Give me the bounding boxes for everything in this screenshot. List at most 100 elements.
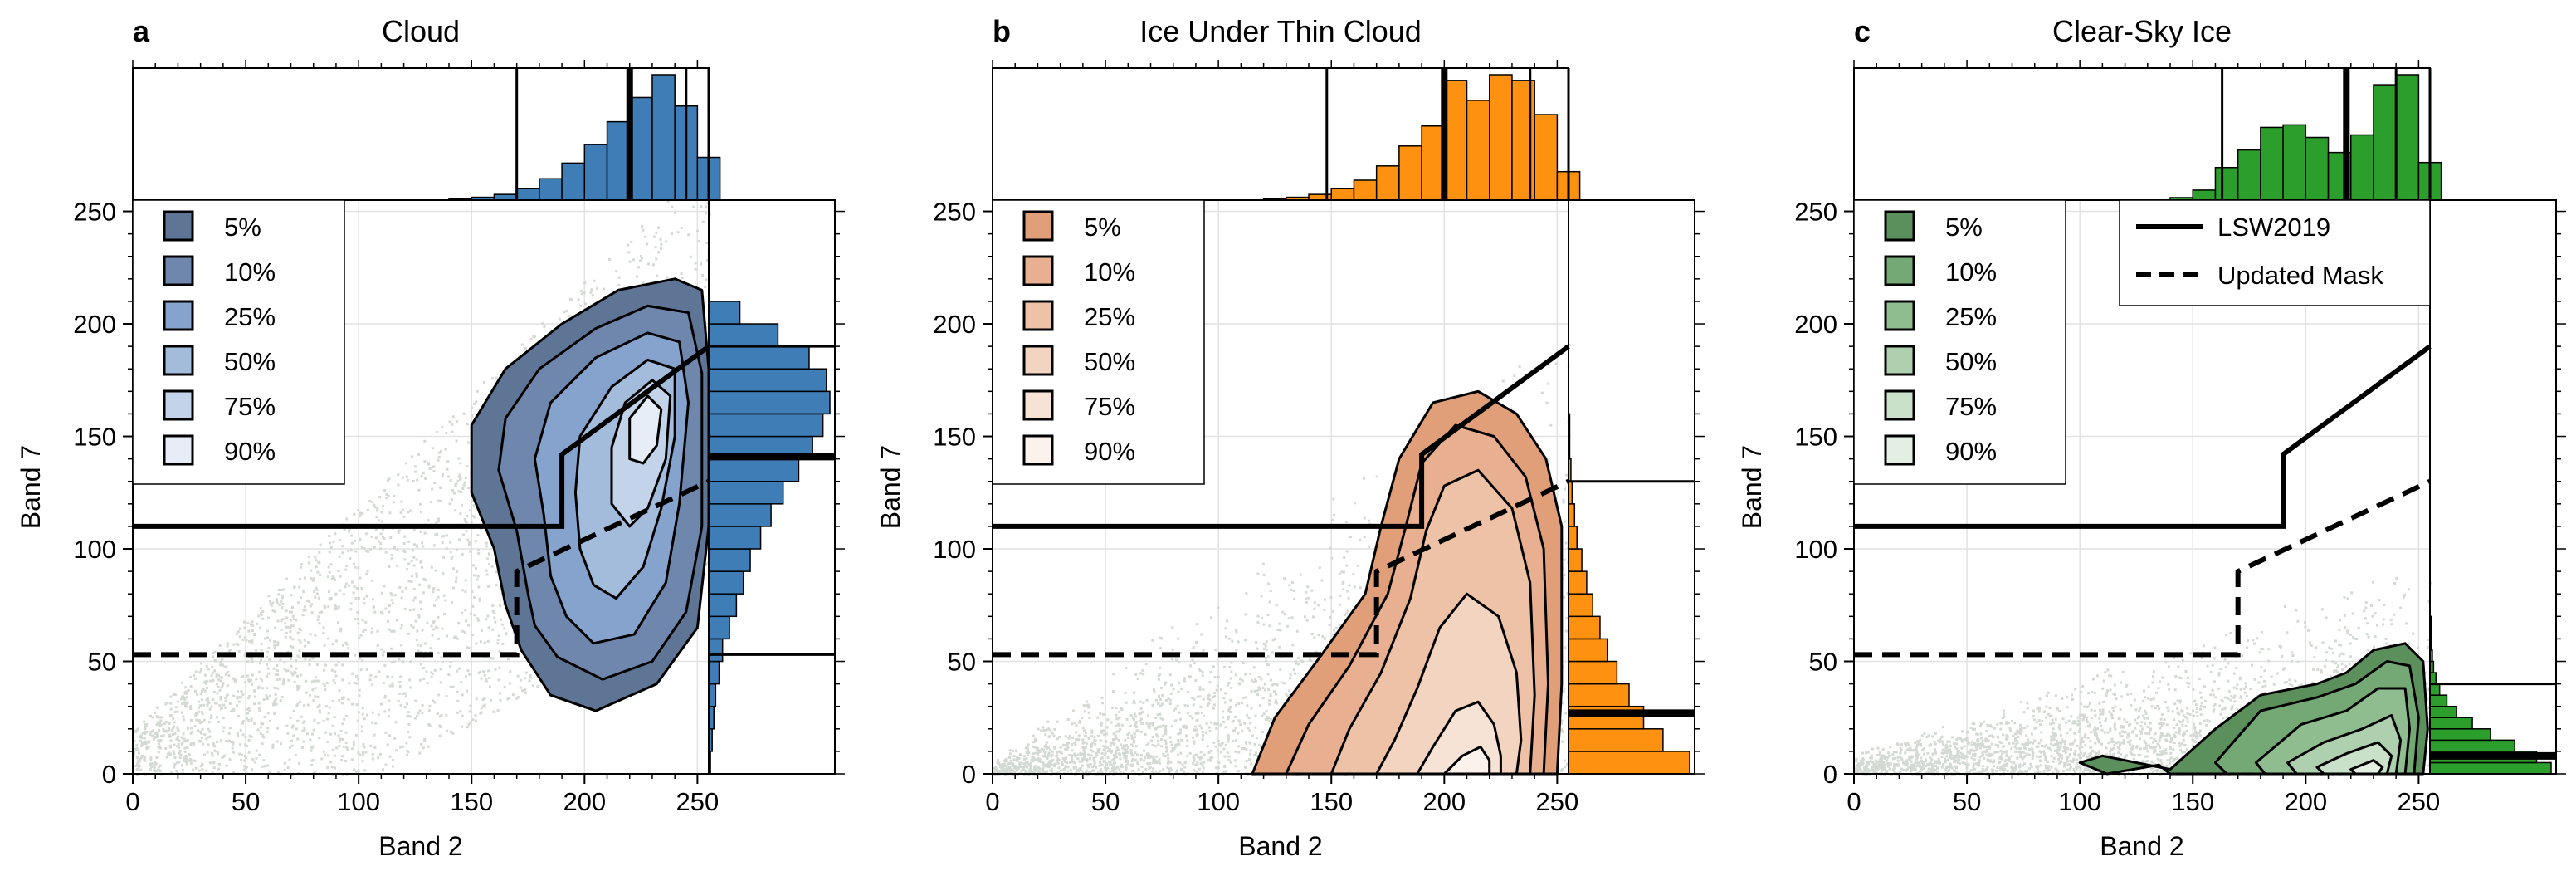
scatter-point [1260,595,1263,598]
scatter-point [1145,698,1149,702]
scatter-point [139,735,142,738]
scatter-point [1207,697,1210,701]
scatter-point [1223,701,1227,704]
scatter-point [495,584,498,587]
scatter-point [1246,713,1249,717]
scatter-point [173,721,176,724]
scatter-point [147,740,150,743]
scatter-point [1119,766,1122,769]
scatter-point [471,406,474,409]
scatter-point [1196,762,1199,766]
scatter-point [432,587,436,590]
scatter-point [343,528,346,531]
scatter-point [207,668,210,671]
scatter-point [236,696,239,699]
scatter-point [350,541,354,545]
scatter-point [401,508,404,511]
scatter-point [261,617,265,620]
scatter-point [1177,690,1180,693]
scatter-point [1125,754,1128,757]
scatter-point [666,276,669,279]
scatter-point [441,660,444,663]
scatter-point [259,607,262,610]
scatter-point [419,600,422,604]
scatter-point [1075,723,1078,727]
scatter-point [478,599,481,602]
scatter-point [1056,751,1059,754]
scatter-point [140,744,144,747]
scatter-point [202,703,206,707]
scatter-point [185,762,188,766]
scatter-point [1056,757,1060,761]
scatter-point [373,610,377,614]
scatter-point [242,693,245,697]
scatter-point [1165,749,1168,752]
scatter-point [1132,753,1135,756]
scatter-point [516,696,520,699]
scatter-point [239,743,242,746]
scatter-point [659,237,662,241]
scatter-point [1033,769,1037,772]
scatter-point [199,704,202,707]
scatter-point [384,551,388,554]
scatter-point [303,576,306,580]
scatter-point [412,556,416,559]
scatter-point [273,646,276,649]
scatter-point [398,746,402,749]
scatter-point [342,696,345,699]
scatter-point [212,766,216,770]
scatter-point [355,703,359,707]
right-axes-frame [708,199,836,775]
scatter-point [1093,760,1096,763]
scatter-point [225,694,228,697]
scatter-point [1027,769,1031,772]
scatter-point [1235,649,1238,652]
scatter-point [238,752,242,756]
scatter-point [1339,594,1342,597]
scatter-point [1154,759,1157,762]
scatter-point [359,634,363,637]
scatter-point [240,690,243,693]
scatter-point [1188,715,1192,718]
scatter-point [1033,765,1037,768]
scatter-point [422,746,425,750]
scatter-point [1132,691,1135,694]
scatter-point [266,675,269,678]
scatter-point [416,629,419,633]
scatter-point [412,528,416,531]
scatter-point [276,644,279,647]
scatter-point [440,656,443,659]
scatter-point [309,604,312,608]
scatter-point [1022,768,1026,771]
scatter-point [288,758,291,761]
scatter-point [308,658,311,662]
scatter-point [145,746,149,749]
scatter-point [468,541,471,544]
scatter-point [1074,743,1077,746]
scatter-point [488,676,491,679]
scatter-point [1273,683,1276,686]
scatter-point [1040,729,1043,732]
scatter-point [1211,756,1214,759]
scatter-point [396,564,399,567]
scatter-point [1162,724,1165,727]
scatter-point [1262,573,1266,576]
scatter-point [174,706,178,709]
scatter-point [278,603,281,606]
scatter-point [355,682,359,685]
scatter-point [221,664,224,668]
scatter-point [1024,761,1027,765]
scatter-point [181,702,184,706]
scatter-point [246,712,249,715]
scatter-point [290,624,293,628]
scatter-point [327,605,330,609]
scatter-point [451,489,455,492]
scatter-point [279,699,282,702]
scatter-point [1149,756,1152,759]
scatter-point [1242,746,1246,750]
scatter-point [391,661,394,664]
scatter-point [352,591,355,595]
scatter-point [583,281,587,285]
scatter-point [291,606,295,609]
scatter-point [1345,612,1349,615]
